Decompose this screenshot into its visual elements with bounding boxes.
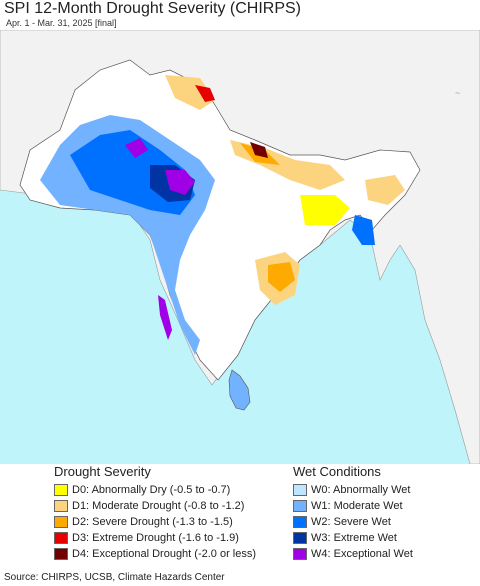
drought-legend-label: D2: Severe Drought (-1.3 to -1.5) — [72, 516, 233, 528]
wet-legend-swatch — [293, 532, 307, 544]
drought-east-central-severe — [268, 262, 295, 292]
drought-legend: Drought Severity D0: Abnormally Dry (-0.… — [54, 464, 256, 562]
drought-legend-swatch — [54, 516, 68, 528]
drought-legend-item: D2: Severe Drought (-1.3 to -1.5) — [54, 514, 256, 530]
map-subtitle: Apr. 1 - Mar. 31, 2025 [final] — [6, 18, 117, 28]
sri-lanka — [228, 369, 251, 411]
drought-north — [165, 75, 215, 110]
drought-legend-item: D4: Exceptional Drought (-2.0 or less) — [54, 546, 256, 562]
drought-legend-label: D4: Exceptional Drought (-2.0 or less) — [72, 548, 257, 560]
drought-legend-label: D1: Moderate Drought (-0.8 to -1.2) — [72, 500, 245, 512]
drought-northeast — [300, 195, 350, 225]
wet-legend-swatch — [293, 516, 307, 528]
wet-bangladesh — [352, 215, 375, 245]
drought-legend-item: D1: Moderate Drought (-0.8 to -1.2) — [54, 498, 256, 514]
drought-legend-swatch — [54, 500, 68, 512]
source-credit: Source: CHIRPS, UCSB, Climate Hazards Ce… — [4, 572, 225, 583]
map-place-marker: ~ — [455, 88, 460, 98]
wet-legend-item: W3: Extreme Wet — [293, 530, 413, 546]
drought-legend-swatch — [54, 548, 68, 560]
drought-nepal-exceptional — [250, 142, 268, 158]
wet-legend-label: W3: Extreme Wet — [311, 532, 397, 544]
wet-legend-swatch — [293, 548, 307, 560]
drought-legend-swatch — [54, 532, 68, 544]
wet-legend-item: W0: Abnormally Wet — [293, 482, 413, 498]
wet-west-coast — [158, 295, 172, 340]
wet-legend-label: W1: Moderate Wet — [311, 500, 403, 512]
wet-legend-item: W2: Severe Wet — [293, 514, 413, 530]
drought-northeast-moderate — [365, 175, 405, 205]
wet-legend: Wet Conditions W0: Abnormally Wet W1: Mod… — [293, 464, 413, 562]
wet-legend-swatch — [293, 484, 307, 496]
wet-legend-label: W2: Severe Wet — [311, 516, 391, 528]
wet-legend-label: W0: Abnormally Wet — [311, 484, 411, 496]
wet-legend-swatch — [293, 500, 307, 512]
wet-legend-title: Wet Conditions — [293, 464, 381, 479]
drought-north-extreme — [195, 85, 215, 102]
drought-map: ~ — [0, 30, 480, 464]
drought-legend-item: D0: Abnormally Dry (-0.5 to -0.7) — [54, 482, 256, 498]
wet-exceptional-north — [125, 138, 148, 158]
wet-legend-label: W4: Exceptional Wet — [311, 548, 413, 560]
drought-legend-label: D3: Extreme Drought (-1.6 to -1.9) — [72, 532, 239, 544]
map-title: SPI 12-Month Drought Severity (CHIRPS) — [4, 0, 301, 17]
wet-exceptional-area — [165, 170, 195, 195]
drought-legend-title: Drought Severity — [54, 464, 151, 479]
drought-legend-label: D0: Abnormally Dry (-0.5 to -0.7) — [72, 484, 231, 496]
drought-legend-item: D3: Extreme Drought (-1.6 to -1.9) — [54, 530, 256, 546]
wet-legend-item: W4: Exceptional Wet — [293, 546, 413, 562]
drought-legend-swatch — [54, 484, 68, 496]
wet-legend-item: W1: Moderate Wet — [293, 498, 413, 514]
